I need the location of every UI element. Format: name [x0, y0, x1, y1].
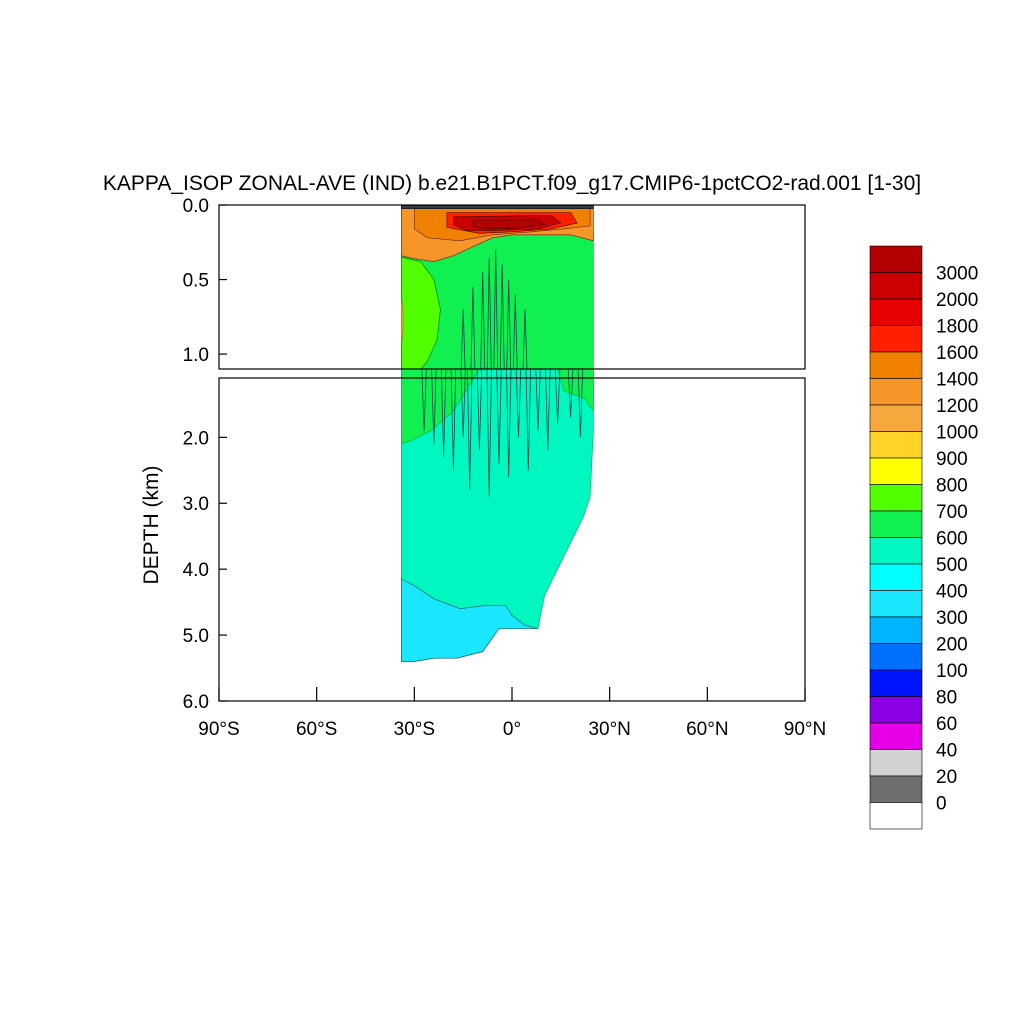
- upper-panel-frame: [218, 204, 806, 370]
- colorbar: 3000200018001600140012001000900800700600…: [869, 245, 978, 830]
- colorbar-label: 1800: [936, 317, 978, 338]
- colorbar-swatch: [869, 484, 923, 512]
- colorbar-swatch: [869, 245, 923, 273]
- colorbar-swatch: [869, 722, 923, 750]
- colorbar-swatch: [869, 325, 923, 353]
- chart-title: KAPPA_ISOP ZONAL-AVE (IND) b.e21.B1PCT.f…: [103, 172, 921, 195]
- colorbar-label: 60: [936, 714, 957, 735]
- colorbar-label: 200: [936, 635, 968, 656]
- colorbar-swatch: [869, 431, 923, 459]
- colorbar-swatch: [869, 616, 923, 644]
- colorbar-swatch: [869, 590, 923, 618]
- contour-line: [460, 309, 466, 370]
- contour-line: [535, 368, 541, 431]
- colorbar-label: 20: [936, 767, 957, 788]
- x-tick-label: 0°: [503, 719, 521, 740]
- colorbar-label: 3000: [936, 264, 978, 285]
- colorbar-swatch: [869, 378, 923, 406]
- x-tick-label: 90°S: [198, 719, 239, 740]
- colorbar-label: 100: [936, 661, 968, 682]
- region-3000: [472, 219, 546, 230]
- contour-line: [421, 368, 427, 431]
- contour-line: [545, 368, 551, 451]
- colorbar-swatch: [869, 272, 923, 300]
- contour-line: [522, 309, 528, 370]
- lower-panel-contours: [401, 368, 594, 662]
- colorbar-swatch: [869, 457, 923, 485]
- colorbar-swatch: [869, 537, 923, 565]
- colorbar-label: 2000: [936, 290, 978, 311]
- contour-line: [506, 368, 512, 477]
- colorbar-swatch: [869, 749, 923, 777]
- contour-line: [431, 368, 437, 444]
- contour-line: [470, 286, 476, 370]
- contour-line: [450, 368, 457, 471]
- colorbar-swatch: [869, 298, 923, 326]
- y-tick-label: 1.0: [183, 345, 209, 366]
- colorbar-label: 0: [936, 794, 947, 815]
- colorbar-label: 1200: [936, 396, 978, 417]
- contour-line: [525, 368, 531, 471]
- y-tick-label: 3.0: [183, 494, 209, 515]
- colorbar-swatch: [869, 802, 923, 830]
- colorbar-label: 600: [936, 529, 968, 550]
- y-axis-label: DEPTH (km): [140, 466, 163, 585]
- contour-line: [554, 368, 561, 425]
- contour-line: [460, 368, 466, 438]
- colorbar-swatch: [869, 563, 923, 591]
- contour-line: [499, 264, 505, 370]
- contour-line: [506, 279, 512, 370]
- contour-line: [493, 249, 499, 370]
- y-tick-label: 0.5: [183, 271, 209, 292]
- x-tick-label: 60°N: [686, 719, 728, 740]
- colorbar-label: 1400: [936, 370, 978, 391]
- colorbar-swatch: [869, 404, 923, 432]
- colorbar-label: 500: [936, 555, 968, 576]
- colorbar-swatch: [869, 643, 923, 671]
- contour-line: [467, 368, 473, 491]
- x-axis: 90°S 60°S 30°S 0° 30°N 60°N 90°N: [198, 687, 826, 740]
- upper-panel-contours: [401, 204, 594, 370]
- x-tick-label: 90°N: [784, 719, 826, 740]
- colorbar-swatch: [869, 510, 923, 538]
- contour-line: [441, 368, 447, 458]
- colorbar-swatch: [869, 351, 923, 379]
- region-400: [401, 578, 539, 662]
- y-axis: 0.0 0.5 1.0 2.0 3.0 4.0 5.0 6.0: [183, 196, 227, 713]
- x-tick-label: 60°S: [296, 719, 337, 740]
- y-tick-label: 6.0: [183, 692, 209, 713]
- colorbar-label: 900: [936, 449, 968, 470]
- colorbar-label: 800: [936, 476, 968, 497]
- contour-line: [486, 257, 492, 370]
- contour-line: [567, 368, 574, 418]
- contour-line: [480, 272, 486, 370]
- region-1000-blob: [401, 294, 404, 347]
- contour-line: [476, 368, 483, 451]
- colorbar-label: 1600: [936, 343, 978, 364]
- contour-line: [486, 368, 492, 497]
- colorbar-label: 80: [936, 688, 957, 709]
- contour-line: [515, 368, 522, 438]
- x-tick-label: 30°S: [394, 719, 435, 740]
- colorbar-label: 300: [936, 608, 968, 629]
- y-tick-label: 0.0: [183, 196, 209, 217]
- x-tick-label: 30°N: [588, 719, 630, 740]
- colorbar-label: 1000: [936, 423, 978, 444]
- colorbar-swatch: [869, 775, 923, 803]
- colorbar-label: 40: [936, 741, 957, 762]
- y-tick-label: 2.0: [183, 428, 209, 449]
- contour-line: [577, 368, 583, 438]
- colorbar-label: 400: [936, 582, 968, 603]
- colorbar-swatch: [869, 669, 923, 697]
- y-tick-label: 4.0: [183, 560, 209, 581]
- contour-line: [496, 368, 502, 464]
- colorbar-swatch: [869, 696, 923, 724]
- contour-line: [512, 294, 518, 370]
- colorbar-label: 700: [936, 502, 968, 523]
- y-tick-label: 5.0: [183, 626, 209, 647]
